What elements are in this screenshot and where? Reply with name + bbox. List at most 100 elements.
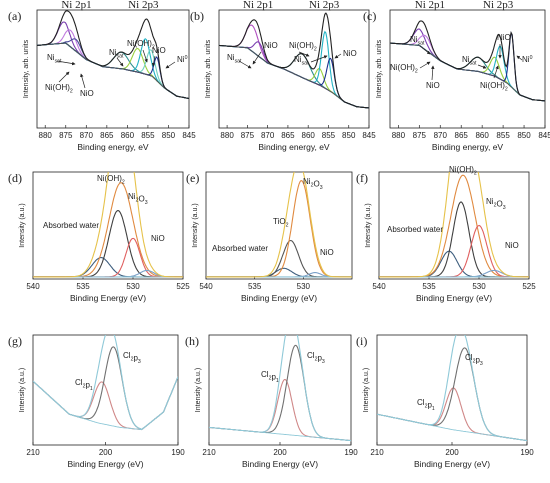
annotation-arrow [165,61,176,69]
x-tick-label: 855 [141,131,155,140]
x-tick-label: 525 [522,282,536,291]
x-tick-label: 525 [176,282,190,291]
plot-frame [389,9,546,129]
x-tick-label: 880 [392,131,406,140]
peak-annotation: Nisat [47,53,62,64]
peak-annotation: Cl2p1 [417,398,435,412]
annotation-arrow [334,53,342,59]
x-tick-label: 870 [261,131,275,140]
component-peak [379,201,529,278]
peak-annotation: NiO [80,89,94,98]
component-peak [219,24,369,109]
peak-annotation: NiO [152,46,166,55]
x-tick-label: 850 [517,131,531,140]
x-tick-label: 845 [182,131,196,140]
peak-annotation: Cl2p3 [123,351,141,365]
peak-annotation: NiO [497,33,511,42]
x-tick-label: 210 [26,448,40,457]
peak-annotation: Ni(OH)2 [480,81,508,92]
annotation-arrow [252,51,262,65]
x-tick-label: 540 [372,282,386,291]
x-tick-label: 880 [220,131,234,140]
x-tick-label: 190 [171,448,185,457]
plot-frame [205,171,353,280]
background-line [33,376,178,431]
x-tick-label: 210 [370,448,384,457]
peak-annotation: Ni(OH)2 [449,165,477,176]
panel-label: (f) [356,171,368,185]
panel-label: (b) [190,9,204,23]
x-tick-label: 855 [496,131,510,140]
x-tick-label: 875 [59,131,73,140]
plot-frame [36,9,190,129]
panel-label: (i) [356,334,367,348]
x-axis-label: Binding energy, eV [258,142,330,152]
peak-annotation: Ni0 [522,55,533,64]
x-tick-label: 200 [445,448,459,457]
panel-h: (h) 210 200 190 Binding Energy (eV) Intensity… [185,334,358,469]
component-peak [206,180,352,278]
plot-area [209,335,351,442]
x-tick-label: 845 [362,131,376,140]
x-tick-label: 190 [344,448,358,457]
peak-annotation: Nisat [227,53,242,64]
annotation-arrow [419,45,431,55]
annotation-arrow [142,49,148,63]
y-axis-label: Intensity, arb. units [23,39,30,98]
x-tick-label: 880 [39,131,53,140]
plot-area [219,12,369,109]
x-tick-label: 200 [273,448,287,457]
panel-e: (e) 540 535 530 Binding Energy (eV) Intensity… [186,171,353,303]
panel-label: (h) [185,334,199,348]
envelope-line [33,335,178,430]
x-tick-label: 860 [121,131,135,140]
peak-annotation: NiO [264,41,278,50]
x-tick-label: 855 [322,131,336,140]
x-tick-label: 540 [26,282,40,291]
peak-annotation: Cl2p1 [75,378,93,392]
component-peak [33,376,178,431]
x-tick-label: 865 [281,131,295,140]
annotation-arrow [80,73,86,89]
x-tick-label: 845 [538,131,550,140]
envelope-line [390,20,545,102]
peak-annotation: Ni2O3 [303,177,323,191]
plot-frame [218,9,370,129]
peak-annotation: Absorbed water [387,225,443,234]
y-axis-label: Intensity (a.u.) [195,368,202,412]
annotation-arrow [151,55,156,67]
component-peak [209,379,351,442]
annotation-arrow [493,65,499,79]
peak-annotation: Absorbed water [212,244,268,253]
plot-area [33,172,183,278]
x-axis-label: Binding energy, eV [77,142,149,152]
peak-annotation: Ni(OH)2 [45,83,73,94]
peak-annotation: Nisat [462,55,477,66]
peak-annotation: Cl2p3 [307,351,325,365]
x-tick-label: 870 [434,131,448,140]
peak-annotation: Absorbed water [43,221,99,230]
peak-annotation: Ni2O3 [128,192,148,206]
x-tick-label: 865 [100,131,114,140]
header-ni-2p3: Ni 2p3 [309,0,340,11]
annotation-arrow [298,51,310,57]
annotation-arrow [477,64,487,69]
peak-annotation: Nisat [410,35,425,46]
y-axis-label: Intensity (a.u.) [365,203,372,247]
annotation-arrow [58,71,70,83]
x-tick-label: 200 [99,448,113,457]
x-tick-label: 850 [162,131,176,140]
peak-annotation: Cl2p3 [465,353,483,367]
x-tick-label: 535 [76,282,90,291]
header-ni-2p1: Ni 2p1 [243,0,273,11]
background-line [37,42,189,99]
peak-annotation: Ni(OH)2 [127,39,155,50]
peak-annotation: NiO [343,49,357,58]
x-tick-label: 870 [80,131,94,140]
y-axis-label: Intensity (a.u.) [19,203,26,247]
panel-i: (i) 210 200 190 Binding Energy (eV) Intensity… [356,334,534,469]
x-axis-label: Binding Energy (eV) [70,293,146,303]
x-tick-label: 535 [422,282,436,291]
panel-g: (g) 210 200 190 Binding Energy (eV) Intensity… [8,334,185,469]
envelope-line [377,335,527,442]
